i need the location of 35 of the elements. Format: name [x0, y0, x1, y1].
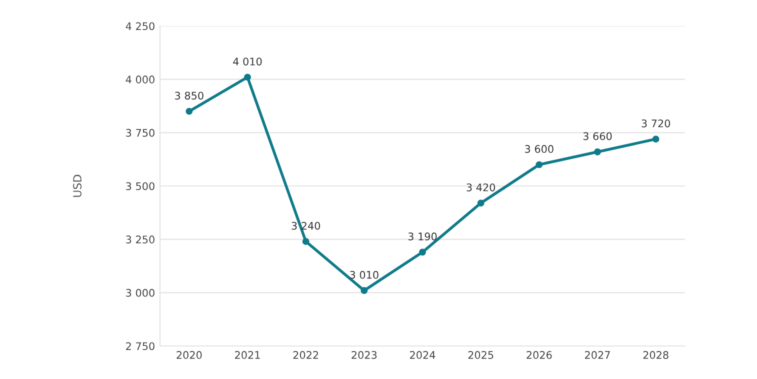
x-tick-label: 2022	[293, 351, 318, 359]
y-tick-label: 2 750	[126, 342, 154, 350]
x-tick-label: 2024	[410, 351, 436, 359]
point	[360, 287, 368, 294]
y-tick-label: 3 250	[126, 236, 154, 244]
data-label: 3 600	[525, 145, 554, 153]
y-axis-title: USD	[73, 174, 82, 197]
data-label: 3 010	[350, 270, 378, 279]
y-tick-label: 4 000	[126, 76, 154, 84]
data-label: 4 010	[233, 58, 262, 66]
data-label: 3 420	[466, 183, 496, 192]
point	[186, 108, 193, 115]
x-tick-label: 2021	[235, 351, 260, 359]
point	[536, 161, 543, 168]
y-tick-label: 3 500	[126, 182, 154, 190]
data-label: 3 660	[583, 132, 612, 140]
point	[594, 148, 601, 156]
y-tick-label: 3 750	[126, 128, 154, 137]
x-tick-label: 2028	[643, 351, 668, 359]
point	[477, 200, 484, 207]
data-label: 3 240	[292, 222, 320, 230]
data-label: 3 720	[642, 119, 670, 128]
x-tick-label: 2020	[176, 351, 202, 359]
point	[302, 238, 310, 245]
point	[652, 136, 660, 143]
x-tick-label: 2026	[526, 351, 552, 359]
data-label: 3 190	[408, 232, 437, 240]
point	[244, 74, 251, 81]
x-tick-label: 2027	[585, 351, 610, 359]
data-label: 3 850	[175, 92, 204, 100]
x-tick-label: 2025	[468, 351, 494, 359]
y-tick-label: 4 250	[126, 22, 154, 30]
x-tick-label: 2023	[352, 351, 377, 359]
point	[419, 248, 426, 256]
y-tick-label: 3 000	[126, 288, 154, 297]
